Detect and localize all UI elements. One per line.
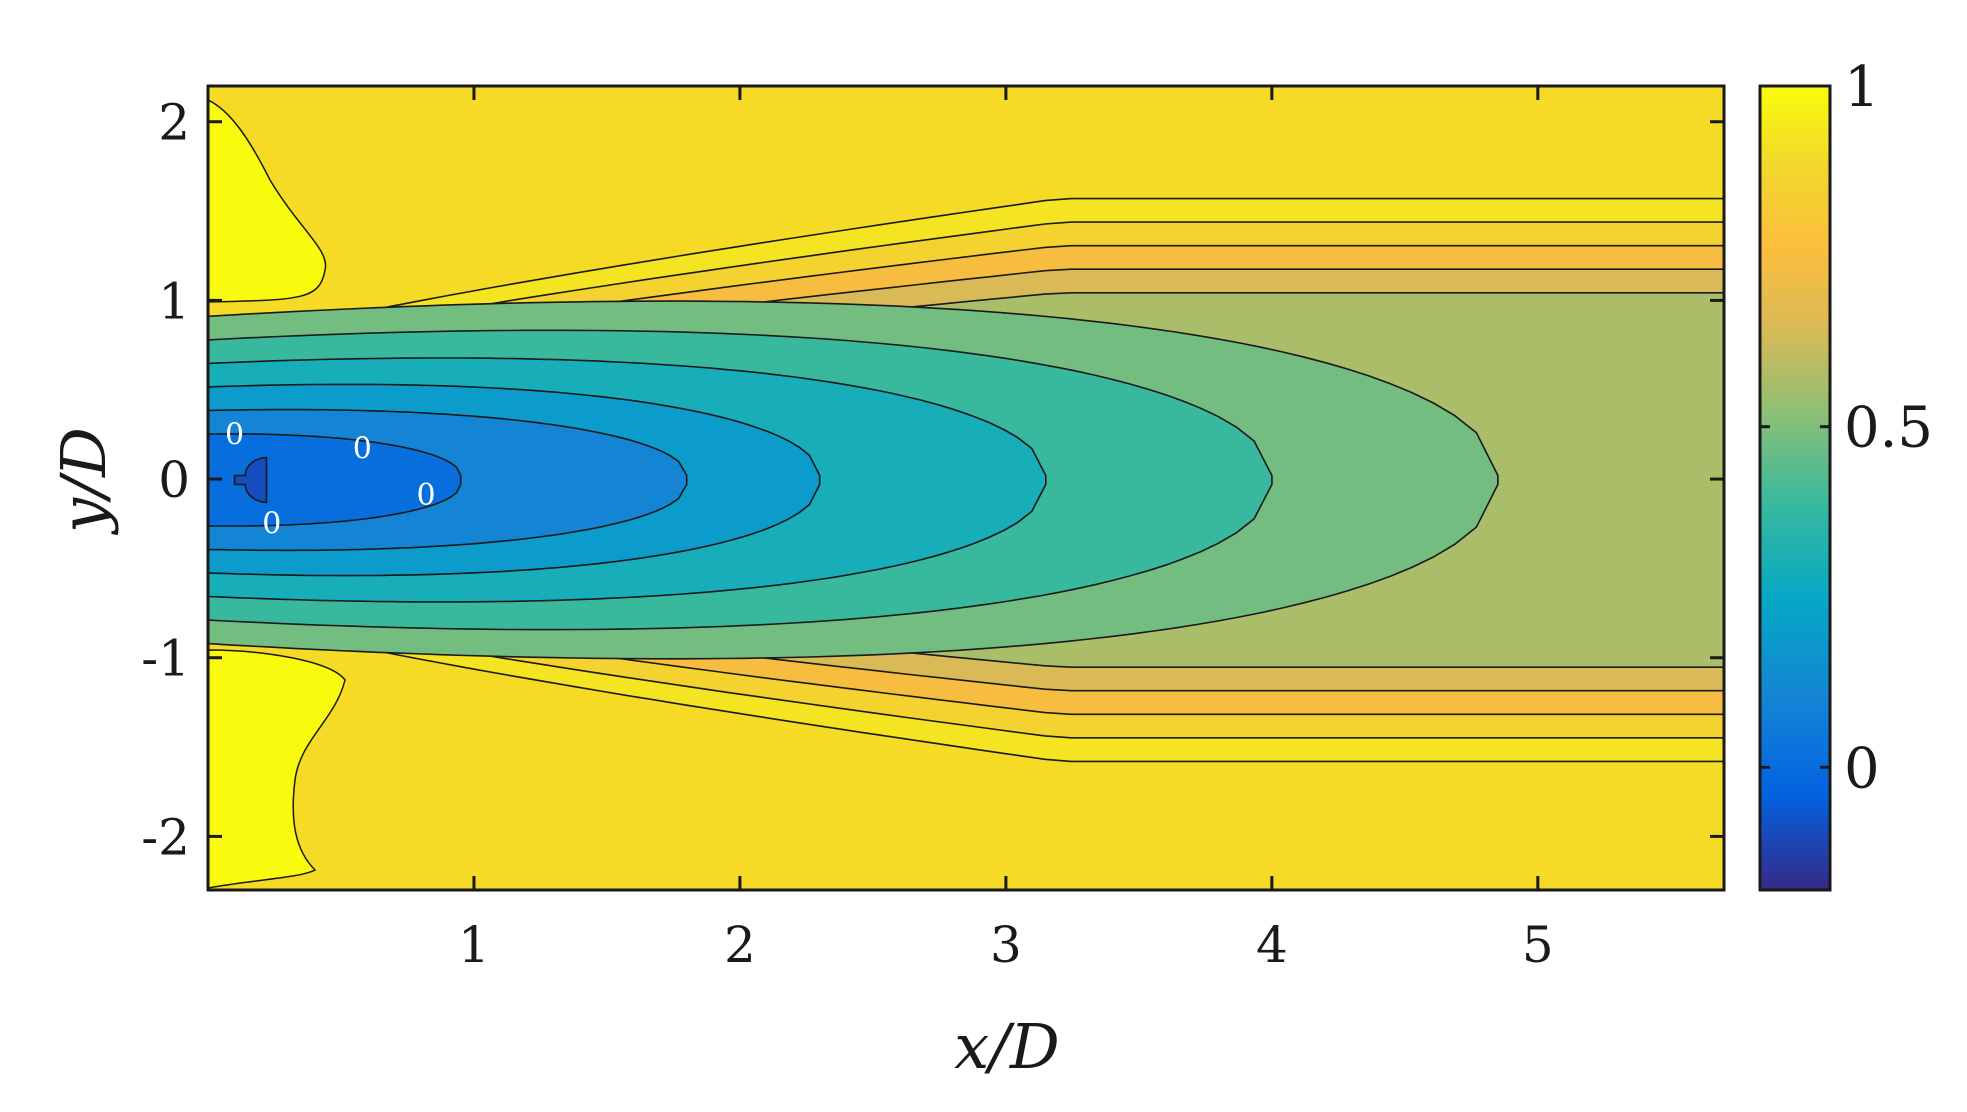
y-axis-label: y/D: [47, 427, 120, 536]
y-tick-label: -2: [141, 808, 190, 866]
contour-band: [233, 456, 268, 504]
colorbar-tick-label: 1: [1844, 55, 1880, 120]
x-tick-labels: 1 2 3 4 5: [458, 916, 1554, 974]
y-tick-label: 2: [158, 94, 190, 152]
x-axis-label: x/D: [954, 1010, 1060, 1083]
contour-label: 0: [353, 432, 372, 467]
x-tick-label: 2: [724, 916, 756, 974]
colorbar-tick-label: 0: [1844, 736, 1880, 801]
contour-labels: 0 0 0 0: [225, 417, 436, 541]
colorbar: 00.51: [1758, 55, 1933, 892]
colorbar-gradient: [1758, 84, 1832, 892]
bright-patch-top: [208, 99, 327, 303]
y-tick-label: -1: [141, 630, 190, 688]
plot-frame: [206, 84, 1726, 892]
contour-bands: [208, 197, 1724, 763]
colorbar-ticks: 00.51: [1760, 55, 1933, 801]
x-tick-label: 4: [1256, 916, 1288, 974]
contour-label: 0: [417, 478, 436, 513]
y-tick-label: 0: [158, 451, 190, 509]
plot-area: 0 0 0 0: [208, 86, 1724, 890]
x-tick-label: 3: [990, 916, 1022, 974]
bright-patch-bottom: [208, 649, 346, 889]
y-tick-labels: 2 1 0 -1 -2: [141, 94, 190, 867]
axis-ticks: [208, 86, 1724, 890]
contour-label: 0: [225, 417, 244, 452]
colorbar-tick-label: 0.5: [1844, 396, 1933, 461]
x-tick-label: 1: [458, 916, 490, 974]
x-tick-label: 5: [1522, 916, 1554, 974]
contour-band: [208, 433, 462, 527]
y-tick-label: 1: [158, 272, 190, 330]
contour-label: 0: [262, 507, 281, 542]
